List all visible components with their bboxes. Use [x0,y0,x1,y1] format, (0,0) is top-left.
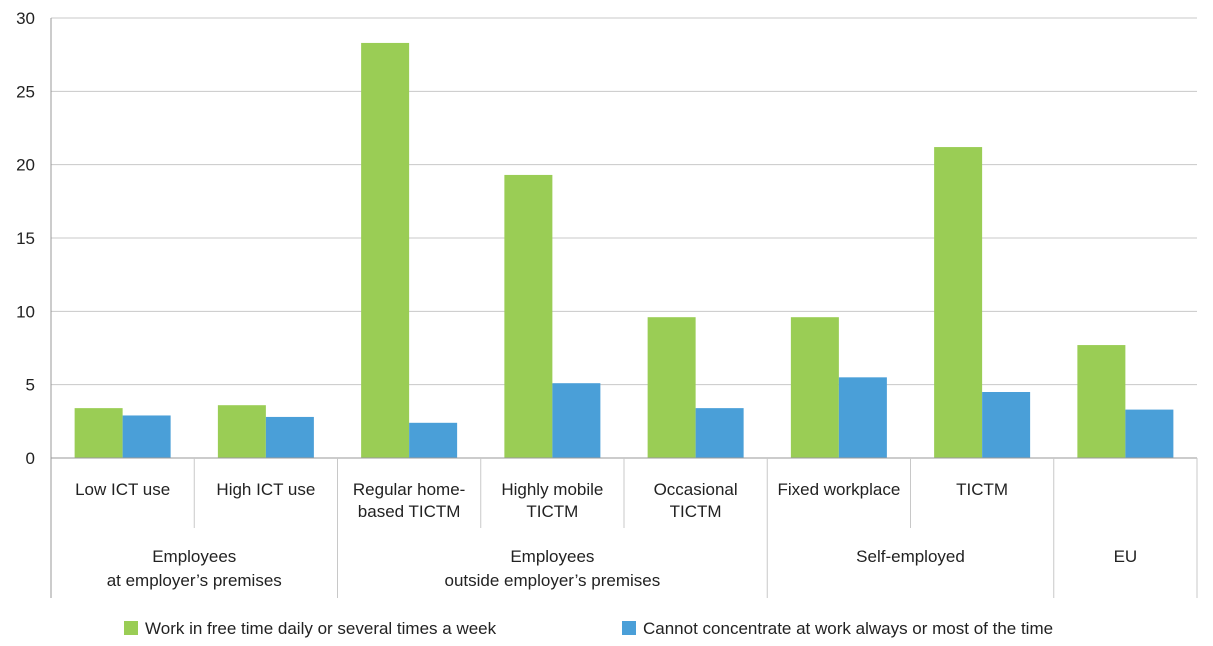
group-label: EU [1114,547,1138,566]
bar [838,377,887,458]
y-tick-label: 30 [16,9,35,28]
y-tick-label: 25 [16,82,35,101]
y-tick-label: 5 [26,376,35,395]
legend: Work in free time daily or several times… [124,619,1053,638]
legend-swatch [124,621,138,635]
category-label: Highly mobile [501,480,603,499]
category-label: TICTM [956,480,1008,499]
category-label: Fixed workplace [777,480,900,499]
bar [265,416,314,458]
category-label: Low ICT use [75,480,170,499]
bars [74,42,1174,459]
category-label: TICTM [670,502,722,521]
legend-label: Work in free time daily or several times… [145,619,497,638]
y-tick-label: 15 [16,229,35,248]
gridlines [51,17,1197,386]
y-tick-label: 20 [16,156,35,175]
bar [982,392,1031,458]
bar [504,174,553,458]
bar [122,415,171,458]
bar [552,383,601,458]
bar [695,408,744,458]
group-label: at employer’s premises [107,571,282,590]
bar [647,317,696,458]
bar [934,147,983,459]
bar [409,422,458,458]
bar [217,405,266,458]
bar [74,408,123,458]
group-label: outside employer’s premises [445,571,661,590]
bar [1077,345,1126,458]
category-label: Regular home- [353,480,465,499]
group-label: Employees [510,547,594,566]
bar [790,317,839,458]
y-tick-label: 10 [16,302,35,321]
category-label: based TICTM [358,502,461,521]
bar [1125,409,1174,458]
legend-swatch [622,621,636,635]
category-label: Occasional [654,480,738,499]
bar [361,42,410,458]
y-tick-label: 0 [26,449,35,468]
category-label: High ICT use [216,480,315,499]
category-label: TICTM [526,502,578,521]
group-label: Employees [152,547,236,566]
group-label: Self-employed [856,547,965,566]
axes: 0 5 10 15 20 25 30 Low ICT use High ICT use Regul… [16,9,1198,598]
legend-label: Cannot concentrate at work always or mos… [643,619,1053,638]
